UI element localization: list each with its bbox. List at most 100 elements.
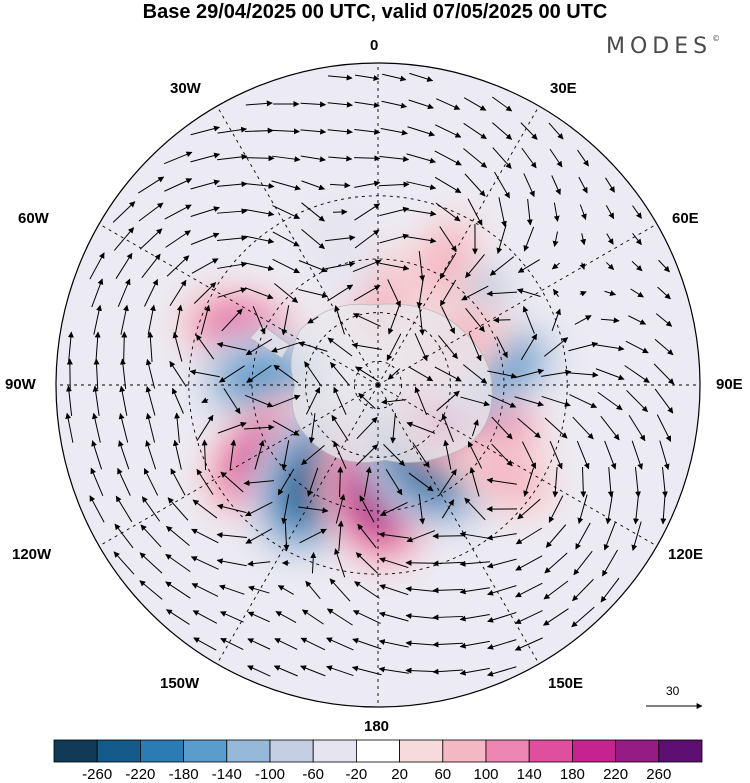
- wind-arrow: [163, 151, 193, 165]
- wind-arrow: [140, 524, 162, 548]
- wind-arrow: [387, 279, 401, 308]
- wind-arrow: [487, 666, 517, 677]
- wind-arrow: [300, 155, 326, 163]
- wind-arrow: [605, 205, 615, 220]
- wind-arrow: [327, 128, 353, 135]
- colorbar-swatch: [615, 739, 660, 763]
- wind-arrow: [281, 440, 290, 471]
- wind-arrow: [221, 308, 243, 332]
- wind-arrow: [549, 148, 563, 168]
- colorbar-tick-label: 20: [391, 766, 408, 783]
- wind-arrow: [273, 665, 298, 677]
- colorbar-swatch: [442, 739, 487, 763]
- wind-arrow: [89, 252, 105, 280]
- wind-arrow: [355, 444, 379, 466]
- wind-arrow: [326, 637, 354, 651]
- wind-arrow: [380, 127, 408, 136]
- wind-arrow: [459, 640, 490, 649]
- wind-arrow: [464, 173, 486, 197]
- wind-arrow: [487, 612, 517, 623]
- wind-arrow: [545, 524, 567, 548]
- wind-arrow: [463, 97, 487, 111]
- colorbar-swatch: [269, 739, 314, 763]
- wind-arrow: [112, 201, 136, 223]
- wind-arrow: [434, 366, 462, 382]
- wind-arrow: [277, 585, 294, 595]
- wind-arrow: [274, 283, 299, 303]
- wind-arrow: [378, 531, 409, 539]
- wind-arrow: [307, 316, 319, 324]
- wind-arrow: [327, 101, 353, 108]
- wind-arrow: [520, 333, 538, 361]
- colorbar-swatch: [355, 739, 400, 763]
- wind-arrow: [245, 100, 273, 107]
- wind-arrow: [434, 124, 462, 138]
- wind-arrow: [170, 468, 186, 496]
- map-border: [55, 62, 701, 708]
- wind-arrow: [189, 369, 220, 378]
- wind-arrow: [301, 180, 326, 191]
- wind-arrow: [465, 308, 485, 333]
- wind-arrow: [626, 389, 648, 413]
- wind-arrow: [551, 262, 560, 270]
- wind-arrow: [169, 360, 187, 387]
- wind-arrow: [580, 233, 587, 246]
- wind-arrow: [487, 370, 518, 379]
- wind-arrow: [462, 364, 488, 384]
- wind-arrow: [577, 149, 589, 167]
- wind-arrow: [604, 440, 617, 470]
- wind-arrow: [438, 335, 458, 360]
- label-lon-30w: 30W: [170, 80, 201, 97]
- wind-arrow: [407, 126, 436, 137]
- colorbar-tick-label: -60: [302, 766, 325, 783]
- wind-arrow: [143, 468, 159, 496]
- wind-arrow: [405, 613, 436, 620]
- wind-arrow: [145, 358, 156, 389]
- wind-arrow: [488, 394, 517, 408]
- wind-arrow: [605, 262, 615, 270]
- anomaly-contour: [416, 226, 472, 296]
- wind-arrow: [301, 444, 325, 466]
- wind-arrow: [190, 179, 221, 190]
- wind-arrow: [145, 385, 156, 416]
- wind-arrow: [381, 100, 408, 109]
- wind-arrow: [245, 528, 273, 544]
- wind-arrow: [387, 305, 400, 335]
- wind-arrow: [117, 278, 131, 308]
- wind-arrow: [93, 358, 100, 390]
- wind-arrow: [334, 548, 346, 578]
- wind-arrow: [459, 531, 490, 539]
- wind-arrow: [193, 637, 217, 651]
- wind-arrow: [245, 338, 273, 356]
- wind-arrow: [115, 495, 133, 523]
- wind-arrow: [441, 413, 454, 443]
- wind-arrow: [654, 338, 674, 356]
- colorbar-swatch: [399, 739, 444, 763]
- wind-arrow: [432, 668, 463, 675]
- wind-arrow: [517, 259, 540, 273]
- wind-arrow: [575, 522, 591, 550]
- wind-arrow: [409, 72, 434, 82]
- colorbar-tick-label: 180: [559, 766, 585, 783]
- wind-arrow: [569, 394, 598, 408]
- wind-arrow: [167, 497, 189, 521]
- wind-arrow: [243, 479, 274, 486]
- wind-arrow: [337, 520, 344, 551]
- wind-arrow: [378, 181, 410, 188]
- wind-arrow: [630, 288, 644, 298]
- wind-arrow: [353, 285, 381, 301]
- wind-arrow: [298, 506, 329, 514]
- wind-arrow: [147, 304, 156, 335]
- wind-arrow: [169, 279, 187, 306]
- wind-arrow: [121, 331, 128, 363]
- wind-arrow: [217, 235, 248, 242]
- wind-arrow: [139, 580, 163, 600]
- wind-arrow: [328, 155, 353, 162]
- wind-arrow: [624, 365, 650, 383]
- wind-arrow: [572, 416, 594, 440]
- colorbar-tick-label: 140: [516, 766, 542, 783]
- wind-arrow: [597, 391, 623, 411]
- label-lon-0: 0: [370, 37, 379, 54]
- wind-arrow: [145, 440, 157, 470]
- wind-arrow: [201, 397, 209, 403]
